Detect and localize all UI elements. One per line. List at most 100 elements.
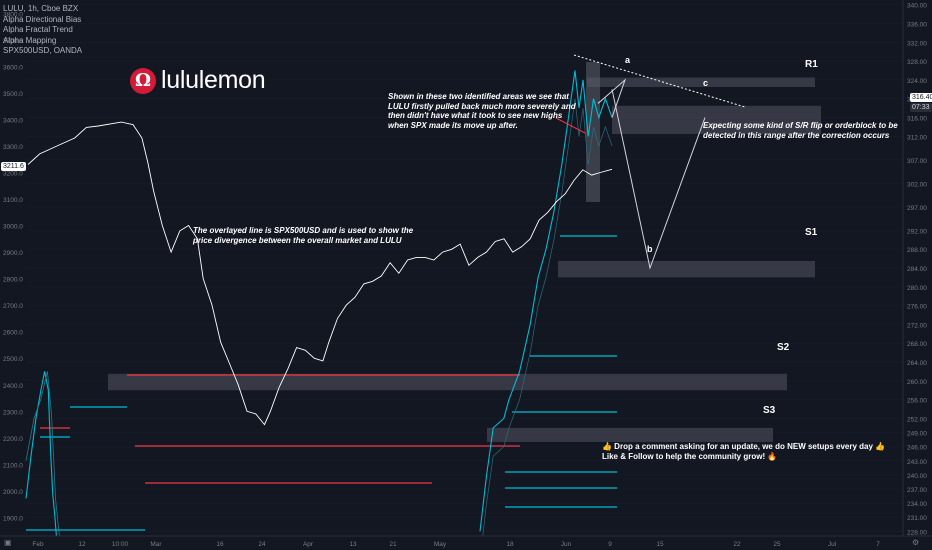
left-tick-label: 2800.0 [3, 277, 23, 284]
left-tick-label: 3600.0 [3, 64, 23, 71]
time-tick-label: Apr [303, 541, 314, 548]
zone-r1 [587, 77, 815, 87]
time-tick-label: 9 [608, 541, 612, 548]
right-tick-label: 249.00 [907, 431, 927, 438]
right-tick-label: 292.00 [907, 228, 927, 235]
time-tick-label: 25 [773, 541, 781, 548]
time-axis-panel [0, 536, 932, 550]
right-tick-label: 276.00 [907, 304, 927, 311]
right-tick-label: 324.00 [907, 78, 927, 85]
left-tick-label: 2600.0 [3, 330, 23, 337]
time-tick-label: 13 [349, 541, 357, 548]
legend-indicator[interactable]: Alpha Mapping [3, 35, 57, 45]
time-tick-label: 10:00 [112, 541, 129, 548]
left-tick-label: 3300.0 [3, 144, 23, 151]
time-tick-label: 12 [78, 541, 86, 548]
right-tick-label: 264.00 [907, 360, 927, 367]
wave-a-label: a [625, 55, 631, 65]
right-tick-label: 234.00 [907, 501, 927, 508]
time-tick-label: 18 [506, 541, 514, 548]
zone-s1 [558, 260, 815, 278]
left-tick-label: 3100.0 [3, 197, 23, 204]
right-tick-label: 228.00 [907, 529, 927, 536]
time-tick-label: 21 [389, 541, 397, 548]
left-tick-label: 3400.0 [3, 117, 23, 124]
right-tick-label: 231.00 [907, 515, 927, 522]
cta-line-2: Like & Follow to help the community grow… [602, 452, 778, 461]
right-tick-label: 312.00 [907, 134, 927, 141]
left-tick-label: 2300.0 [3, 409, 23, 416]
countdown-badge: 07:33 [910, 103, 932, 112]
left-tick-label: 3000.0 [3, 224, 23, 231]
spx-price-badge: 3211.6 [1, 162, 26, 171]
time-tick-label: Jun [561, 541, 572, 548]
projection-path [611, 89, 706, 270]
right-tick-label: 272.00 [907, 322, 927, 329]
lulu-recent-band [480, 98, 613, 550]
left-tick-label: 3200.0 [3, 170, 23, 177]
left-tick-label: 2100.0 [3, 462, 23, 469]
wave-c-label: c [703, 78, 709, 88]
legend-symbol[interactable]: LULU, 1h, Cboe BZX [3, 4, 79, 13]
brand-name: lululemon [161, 66, 266, 94]
settings-gear-icon[interactable]: ⚙ [912, 538, 920, 547]
right-tick-label: 288.00 [907, 247, 927, 254]
right-tick-label: 268.00 [907, 341, 927, 348]
projection-lines [555, 54, 746, 270]
lulu-price-badge: 316.40 [910, 93, 932, 102]
left-tick-label: 1900.0 [3, 515, 23, 522]
level-s1-label: S1 [805, 227, 818, 238]
time-tick-label: May [434, 541, 447, 548]
zone-s2 [108, 373, 787, 391]
right-tick-label: 336.00 [907, 22, 927, 29]
lulu-series [25, 70, 613, 550]
lulu-early-line [25, 371, 57, 537]
expectation-note: Expecting some kind of S/R flip or order… [703, 121, 898, 140]
tradingview-logo-icon[interactable]: ▣ [4, 538, 12, 547]
legend-indicator[interactable]: Alpha Fractal Trend [3, 25, 73, 34]
left-tick-label: 2400.0 [3, 383, 23, 390]
right-tick-label: 237.00 [907, 487, 927, 494]
time-tick-label: Mar [150, 541, 162, 548]
wave-b-label: b [647, 244, 653, 254]
left-tick-label: 3800.0 [3, 11, 23, 18]
zone-zone-upper [612, 105, 821, 134]
right-tick-label: 240.00 [907, 473, 927, 480]
left-tick-label: 3700.0 [3, 38, 23, 45]
right-tick-label: 332.00 [907, 40, 927, 47]
level-s3-label: S3 [763, 405, 776, 416]
right-tick-label: 302.00 [907, 181, 927, 188]
overlay-note: The overlayed line is SPX500USD and is u… [193, 226, 414, 245]
indicator-lines [26, 235, 617, 531]
legend-indicator[interactable]: SPX500USD, OANDA [3, 46, 83, 55]
left-tick-label: 2700.0 [3, 303, 23, 310]
spx-overlay-line [27, 121, 613, 426]
lululemon-logo-icon: Ω [130, 67, 156, 94]
left-tick-label: 2900.0 [3, 250, 23, 257]
chart-legend: LULU, 1h, Cboe BZX Alpha Directional Bia… [3, 4, 82, 57]
cta-line-1: 👍 Drop a comment asking for an update, w… [602, 442, 886, 451]
time-tick-label: Jul [828, 541, 837, 548]
zones [108, 62, 821, 442]
time-tick-label: 7 [876, 541, 880, 548]
note-arrow [555, 117, 586, 134]
left-tick-label: 2500.0 [3, 356, 23, 363]
left-tick-label: 2200.0 [3, 436, 23, 443]
right-tick-label: 260.00 [907, 379, 927, 386]
right-tick-label: 340.00 [907, 3, 927, 10]
time-tick-label: 15 [656, 541, 664, 548]
time-tick-label: Feb [32, 541, 44, 548]
legend-indicator[interactable]: Alpha Directional Bias [3, 14, 82, 24]
right-axis-panel [903, 0, 932, 550]
left-tick-label: 3500.0 [3, 91, 23, 98]
zone-s3 [487, 427, 773, 442]
right-tick-label: 256.00 [907, 398, 927, 405]
right-tick-label: 243.00 [907, 459, 927, 466]
projection-start [597, 78, 627, 118]
trendline [573, 54, 746, 108]
lulu-recent-line [479, 70, 613, 532]
right-tick-label: 297.00 [907, 205, 927, 212]
time-tick-label: 22 [733, 541, 741, 548]
right-tick-label: 246.00 [907, 445, 927, 452]
